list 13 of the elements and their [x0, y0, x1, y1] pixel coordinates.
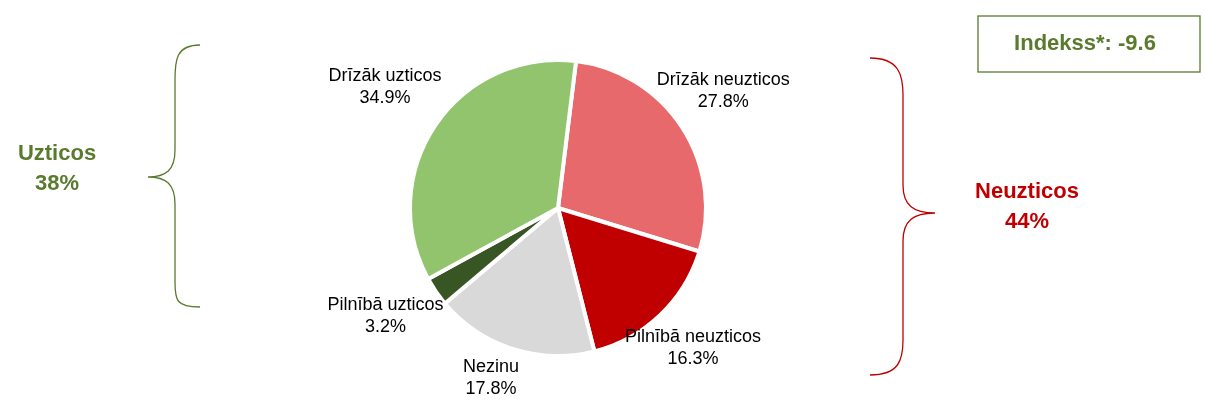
text: Indekss*: -9.6 — [1014, 30, 1156, 55]
slice-label: Pilnībā neuzticos — [624, 326, 761, 347]
slice-label: Drīzāk neuzticos — [656, 68, 790, 89]
text: Uzticos 38% — [17, 140, 97, 195]
text: Neuzticos 44% — [975, 178, 1079, 233]
data-label: 34.9% — [359, 86, 411, 107]
data-label: 3.2% — [364, 315, 407, 336]
data-label: 27.8% — [697, 90, 749, 111]
slice-label: Drīzāk uzticos — [328, 64, 442, 85]
data-label: 16.3% — [667, 348, 719, 369]
slice-label: Pilnībā uzticos — [327, 293, 444, 314]
data-label: 17.8% — [465, 378, 517, 398]
slice-label: Nezinu — [462, 356, 519, 376]
